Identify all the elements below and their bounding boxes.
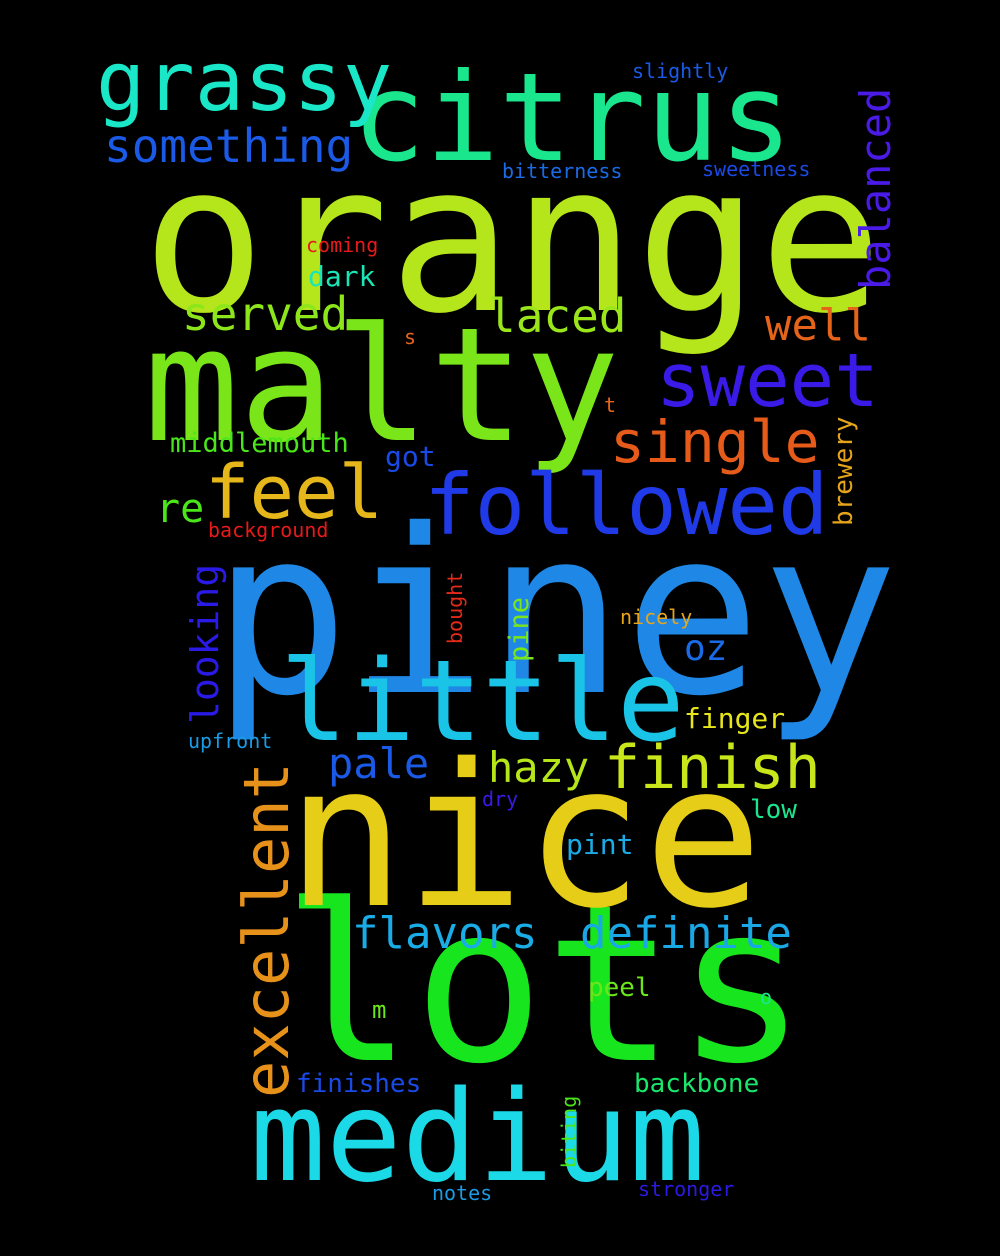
word-s: s [404,325,416,349]
word-o: o [760,985,772,1009]
word-biting: biting [557,1096,581,1168]
word-grassy: grassy [96,35,392,130]
word-finishes: finishes [296,1069,421,1099]
word-flavors: flavors [352,908,537,959]
word-definite: definite [580,908,792,959]
word-looking: looking [183,564,227,724]
word-served: served [182,287,348,341]
word-finger: finger [684,702,785,735]
word-low: low [750,795,797,825]
word-finish: finish [604,733,821,803]
word-peel: peel [588,973,651,1003]
word-slightly: slightly [632,59,728,83]
word-balanced: balanced [851,88,900,290]
word-stronger: stronger [638,1177,734,1201]
word-little: little [280,637,685,767]
word-excellent: excellent [230,762,303,1098]
word-pine: pine [504,597,535,662]
word-sweet: sweet [656,338,879,424]
word-sweetness: sweetness [702,157,810,181]
word-oz: oz [684,628,727,669]
word-brewery: brewery [829,416,859,526]
word-medium: medium [250,1063,705,1210]
word-bought: bought [443,572,467,644]
word-t: t [604,393,616,417]
word-pint: pint [566,828,633,861]
word-pale: pale [328,739,429,788]
word-re: re [156,486,204,532]
word-upfront: upfront [188,729,272,753]
word-feel: feel [205,450,383,536]
word-well: well [765,300,871,351]
word-m: m [372,996,386,1024]
word-hazy: hazy [488,743,589,792]
word-followed: followed [424,456,829,554]
word-dry: dry [482,787,518,811]
word-lots: lots [282,859,807,1112]
word-laced: laced [488,289,626,343]
word-citrus: citrus [352,47,793,189]
word-dark: dark [308,260,376,293]
word-coming: coming [306,233,378,257]
word-piney: piney [212,480,898,746]
word-malty: malty [144,294,620,478]
word-nice: nice [286,721,763,952]
word-something: something [104,119,353,173]
word-background: background [208,518,328,542]
word-got: got [385,440,436,473]
word-single: single [610,408,820,476]
word-backbone: backbone [634,1069,759,1099]
word-notes: notes [432,1181,492,1205]
word-nicely: nicely [620,605,692,629]
word-bitterness: bitterness [502,159,622,183]
word-middlemouth: middlemouth [170,428,349,459]
word-orange: orange [142,121,883,359]
